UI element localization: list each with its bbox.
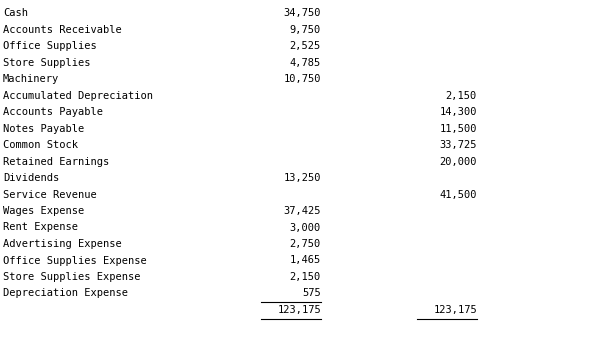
Text: Retained Earnings: Retained Earnings [3,156,109,167]
Text: 3,000: 3,000 [290,222,321,232]
Text: 20,000: 20,000 [439,156,477,167]
Text: 123,175: 123,175 [277,305,321,315]
Text: 41,500: 41,500 [439,189,477,200]
Text: Cash: Cash [3,8,28,18]
Text: 34,750: 34,750 [284,8,321,18]
Text: 2,150: 2,150 [290,272,321,282]
Text: Office Supplies: Office Supplies [3,41,97,51]
Text: 123,175: 123,175 [433,305,477,315]
Text: Notes Payable: Notes Payable [3,124,84,134]
Text: 2,150: 2,150 [446,91,477,101]
Text: 37,425: 37,425 [284,206,321,216]
Text: 4,785: 4,785 [290,58,321,68]
Text: Machinery: Machinery [3,74,59,84]
Text: 2,750: 2,750 [290,239,321,249]
Text: Store Supplies: Store Supplies [3,58,91,68]
Text: 33,725: 33,725 [439,140,477,150]
Text: 14,300: 14,300 [439,107,477,117]
Text: Accounts Payable: Accounts Payable [3,107,103,117]
Text: Rent Expense: Rent Expense [3,222,78,232]
Text: Depreciation Expense: Depreciation Expense [3,288,128,298]
Text: Accumulated Depreciation: Accumulated Depreciation [3,91,153,101]
Text: 11,500: 11,500 [439,124,477,134]
Text: Accounts Receivable: Accounts Receivable [3,25,122,34]
Text: Common Stock: Common Stock [3,140,78,150]
Text: 1,465: 1,465 [290,255,321,265]
Text: Office Supplies Expense: Office Supplies Expense [3,255,147,265]
Text: Wages Expense: Wages Expense [3,206,84,216]
Text: 13,250: 13,250 [284,173,321,183]
Text: 10,750: 10,750 [284,74,321,84]
Text: Store Supplies Expense: Store Supplies Expense [3,272,140,282]
Text: 9,750: 9,750 [290,25,321,34]
Text: Advertising Expense: Advertising Expense [3,239,122,249]
Text: 2,525: 2,525 [290,41,321,51]
Text: 575: 575 [302,288,321,298]
Text: Dividends: Dividends [3,173,59,183]
Text: Service Revenue: Service Revenue [3,189,97,200]
